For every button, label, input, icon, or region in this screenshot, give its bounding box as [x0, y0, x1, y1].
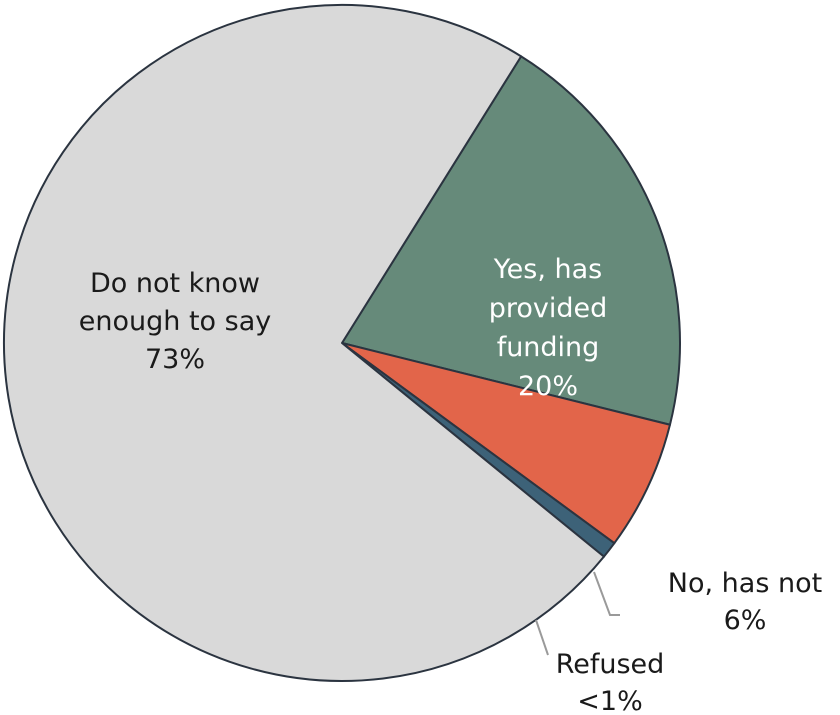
slice-label-yes-has-provided-funding: Yes, has provided funding 20%	[489, 254, 608, 402]
slice-label-line: Yes, has	[493, 254, 602, 285]
slice-label-refused: Refused <1%	[556, 649, 665, 715]
slice-value-label: <1%	[577, 686, 642, 715]
leader-line-no-has-not	[593, 571, 620, 616]
slice-label-line: funding	[497, 332, 600, 363]
slice-label-line: Do not know	[90, 268, 260, 299]
slice-label-line: No, has not	[668, 568, 822, 599]
pie-slice-no-has-not	[341, 342, 671, 545]
pie-slice-do-not-know-enough-to-say	[3, 4, 605, 682]
slice-value-label: 20%	[518, 371, 578, 402]
slice-label-line: Refused	[556, 649, 665, 680]
slice-label-no-has-not: No, has not 6%	[668, 568, 822, 636]
slice-value-label: 73%	[145, 344, 205, 375]
slice-label-do-not-know-enough-to-say: Do not know enough to say 73%	[79, 268, 271, 375]
leader-lines	[535, 571, 620, 656]
slice-label-line: provided	[489, 293, 608, 324]
pie-slices	[3, 4, 681, 682]
slice-value-label: 6%	[724, 605, 767, 636]
slice-labels: Yes, has provided funding 20% No, has not 6% R…	[79, 254, 822, 715]
slice-label-line: enough to say	[79, 306, 271, 337]
leader-line-refused	[535, 619, 549, 656]
pie-slice-yes-has-provided-funding	[341, 55, 681, 426]
